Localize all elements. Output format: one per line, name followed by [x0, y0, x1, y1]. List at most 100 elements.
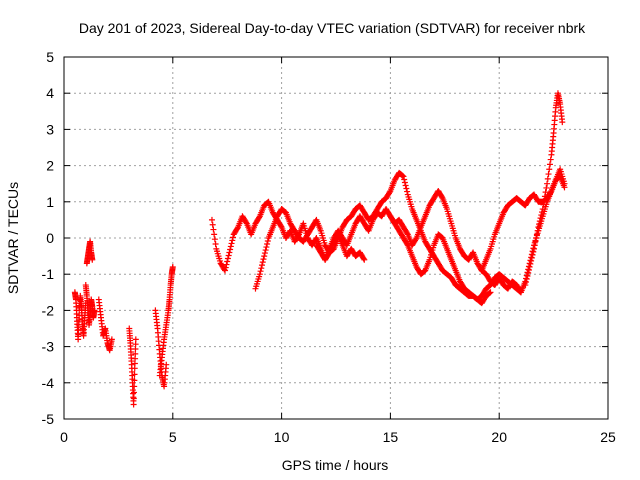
axis-ticks: 0 5 10 15 20 25 -5 -4 -3 -2 -1 0 1 2 3 4 5 [42, 49, 616, 445]
x-tick-label: 15 [383, 429, 399, 445]
data-point [404, 230, 411, 237]
data-point [208, 216, 215, 223]
data-point [224, 255, 231, 262]
data-point [403, 185, 410, 192]
data-point [227, 243, 234, 250]
data-point [537, 215, 544, 222]
data-point [547, 189, 554, 196]
data-point [523, 276, 530, 283]
data-point [531, 245, 538, 252]
y-tick-label: 2 [46, 158, 54, 174]
data-point [228, 240, 235, 247]
data-point [360, 255, 367, 262]
data-point [130, 395, 137, 402]
data-point [402, 182, 409, 189]
data-point [131, 371, 138, 378]
data-point [225, 252, 232, 259]
data-point [541, 193, 548, 200]
y-tick-label: -4 [42, 375, 55, 391]
data-point [528, 254, 535, 261]
y-tick-label: -1 [42, 266, 55, 282]
data-point [226, 249, 233, 256]
data-point [258, 265, 265, 272]
data-point [261, 253, 268, 260]
data-point [211, 236, 218, 243]
x-tick-label: 10 [274, 429, 290, 445]
data-point [222, 264, 229, 271]
data-point [532, 238, 539, 245]
data-point [546, 166, 553, 173]
data-point [533, 231, 540, 238]
data-point [209, 221, 216, 228]
data-point [277, 222, 284, 229]
y-tick-label: 1 [46, 194, 54, 210]
y-tick-label: -5 [42, 411, 55, 427]
data-point [223, 261, 230, 268]
y-tick-label: 0 [46, 230, 54, 246]
data-point [212, 241, 219, 248]
data-point [524, 273, 531, 280]
data-point [525, 266, 532, 273]
data-point [227, 246, 234, 253]
data-point [533, 235, 540, 241]
data-point [541, 197, 548, 204]
data-point [243, 219, 250, 226]
data-point [536, 221, 543, 228]
series-trace-1.5h [95, 296, 115, 354]
data-point [526, 263, 533, 270]
data-point [404, 188, 411, 195]
data-point [169, 263, 176, 270]
data-point [131, 383, 138, 390]
data-point [132, 336, 139, 343]
data-point [531, 242, 538, 249]
data-point [525, 269, 532, 276]
data-point [536, 218, 543, 225]
data-point [256, 214, 263, 221]
series-trace-4.5h [156, 263, 176, 379]
data-point [544, 180, 551, 187]
data-point [224, 258, 231, 265]
series-trace-3h [126, 325, 139, 408]
x-tick-label: 5 [169, 429, 177, 445]
series-trace-1h [82, 282, 98, 328]
data-point [259, 262, 266, 269]
data-point [230, 234, 237, 241]
x-axis-label: GPS time / hours [282, 457, 389, 473]
y-tick-label: 3 [46, 121, 54, 137]
data-point [130, 401, 137, 408]
data-point [163, 361, 170, 368]
data-point [131, 377, 138, 384]
data-point [264, 238, 271, 245]
data-point [543, 184, 550, 191]
data-point [91, 307, 98, 314]
data-point [222, 267, 229, 274]
data-point [522, 282, 529, 289]
series-trace-0.5h [71, 289, 89, 343]
series-trace-7h [208, 198, 368, 274]
data-point [535, 224, 542, 231]
data-point [262, 247, 269, 254]
data-point [130, 389, 137, 396]
data-point [561, 180, 568, 187]
data-point [401, 179, 408, 186]
data-point [542, 189, 549, 196]
y-tick-label: -3 [42, 339, 55, 355]
y-tick-label: 4 [46, 85, 54, 101]
data-point [263, 244, 270, 251]
data-point [264, 241, 271, 248]
data-point [528, 257, 535, 264]
data-points [71, 90, 568, 408]
data-point [538, 209, 545, 216]
data-point [487, 289, 494, 296]
data-point [211, 231, 218, 238]
data-point [361, 256, 368, 263]
data-point [540, 201, 547, 208]
data-point [257, 268, 264, 275]
data-point [210, 226, 217, 233]
data-point [544, 175, 551, 182]
x-tick-label: 20 [491, 429, 507, 445]
data-point [539, 206, 546, 213]
data-point [386, 189, 393, 196]
data-point [546, 161, 553, 168]
